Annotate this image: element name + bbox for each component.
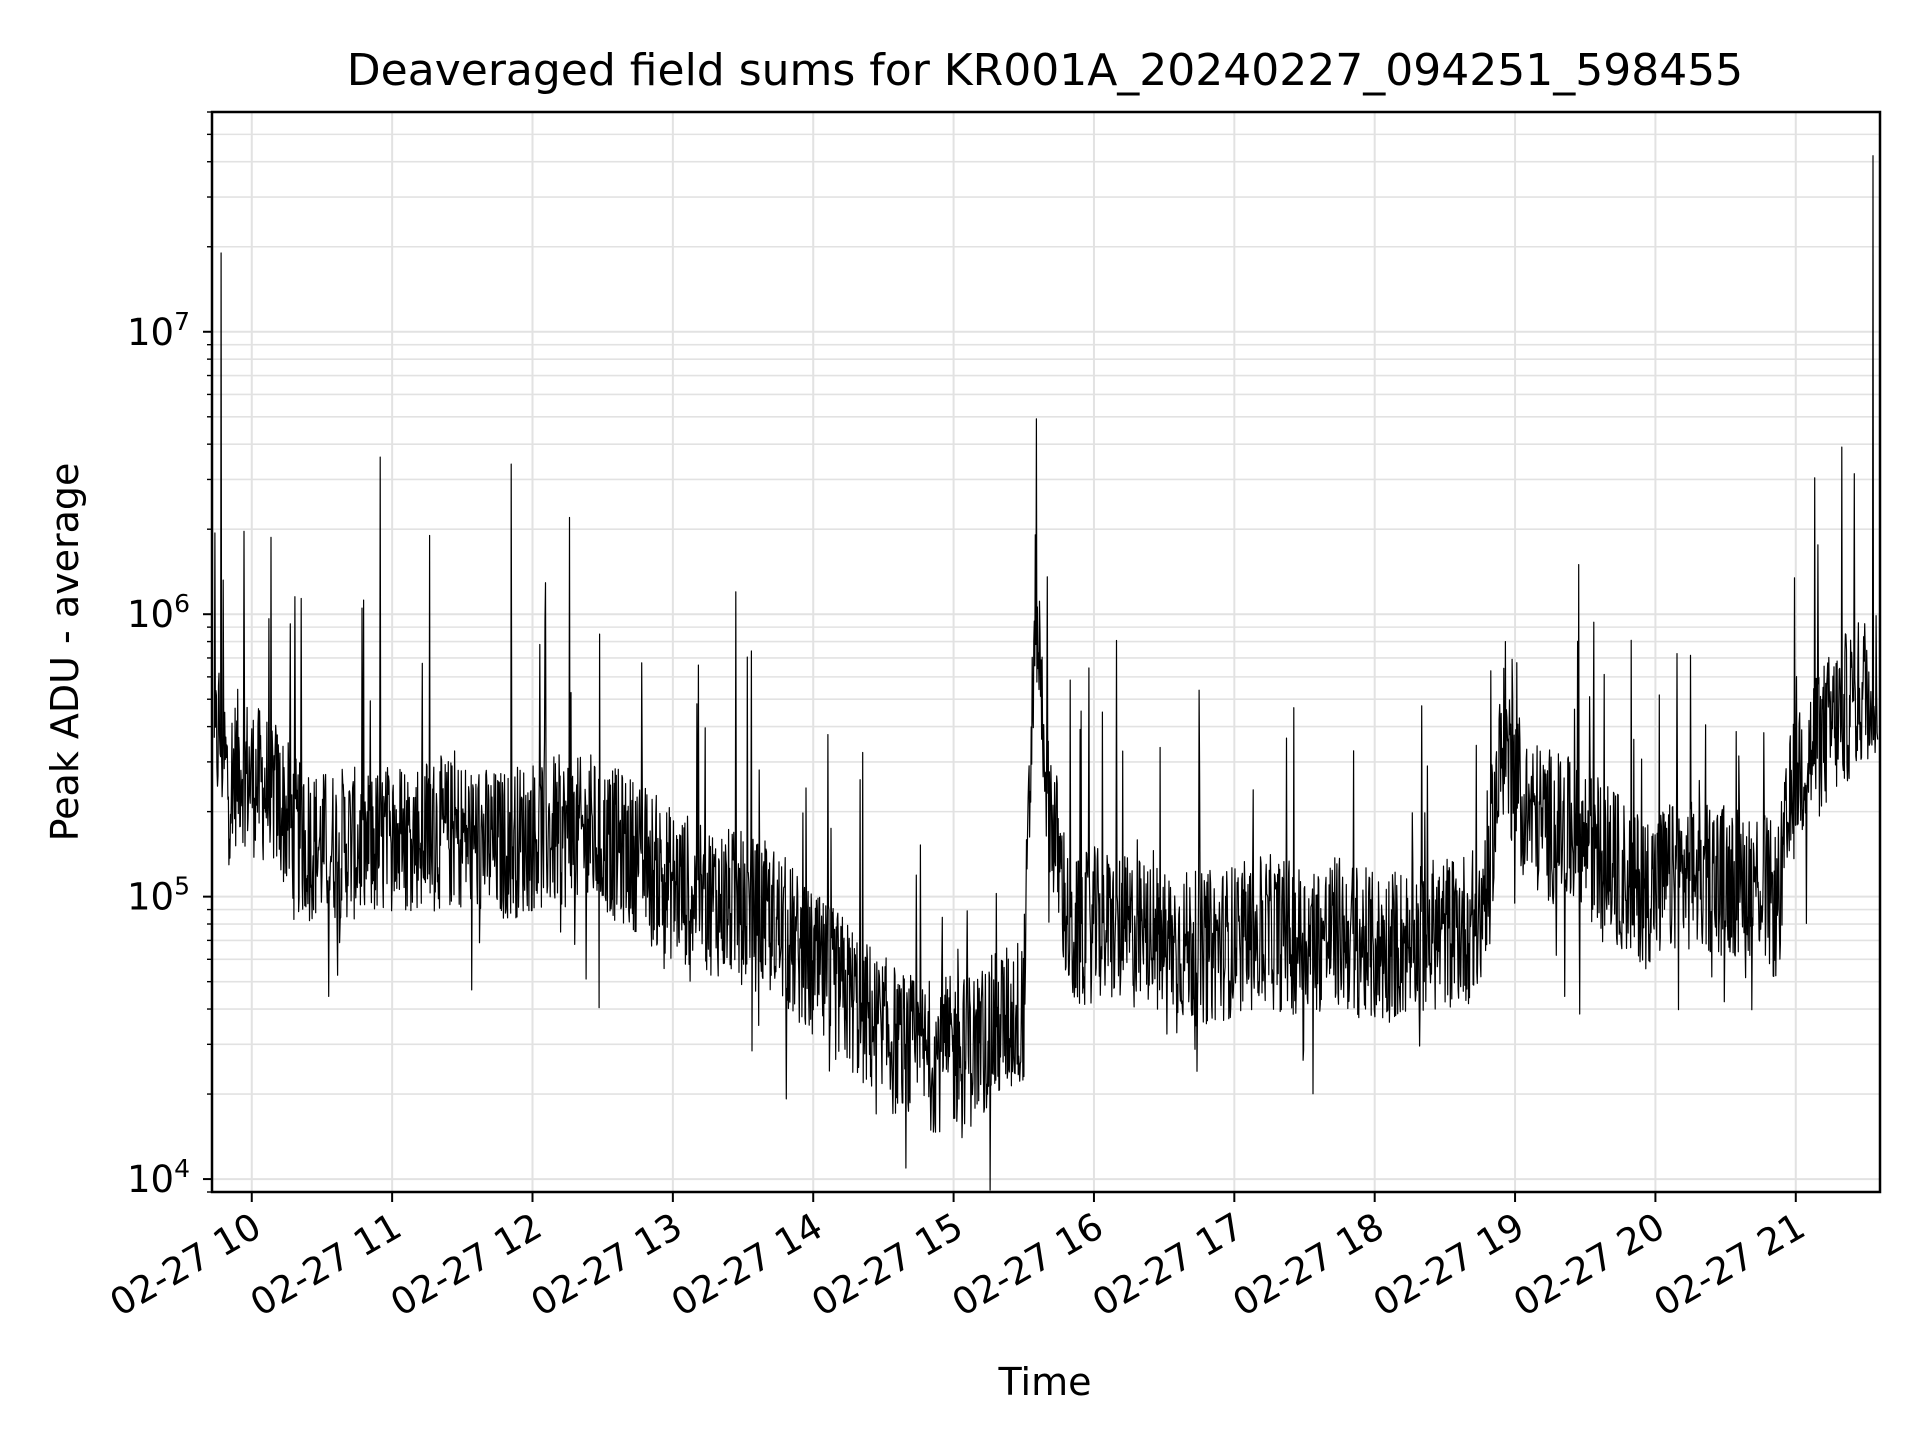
y-tick-label: 106	[127, 589, 190, 636]
y-tick-label: 107	[127, 307, 190, 354]
y-tick-label: 104	[127, 1154, 190, 1201]
plot-frame	[210, 110, 1882, 1194]
x-axis-label: Time	[998, 1360, 1092, 1404]
y-axis: 104 105 106 107	[127, 111, 212, 1201]
series-layer	[213, 155, 1879, 1191]
y-tick-label: 105	[127, 872, 190, 919]
series-line	[213, 155, 1879, 1191]
chart-title: Deaveraged field sums for KR001A_2024022…	[347, 45, 1743, 96]
y-axis-label: Peak ADU - average	[43, 463, 87, 842]
